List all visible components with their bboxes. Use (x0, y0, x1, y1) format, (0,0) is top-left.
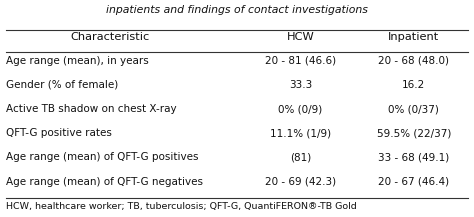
Text: 0% (0/37): 0% (0/37) (388, 104, 439, 114)
Text: 20 - 67 (46.4): 20 - 67 (46.4) (378, 177, 449, 187)
Text: Age range (mean), in years: Age range (mean), in years (6, 56, 149, 66)
Text: HCW: HCW (287, 33, 314, 43)
Text: Inpatient: Inpatient (388, 33, 439, 43)
Text: Characteristic: Characteristic (70, 33, 149, 43)
Text: Gender (% of female): Gender (% of female) (6, 80, 118, 90)
Text: HCW, healthcare worker; TB, tuberculosis; QFT-G, QuantiFERON®-TB Gold: HCW, healthcare worker; TB, tuberculosis… (6, 202, 357, 211)
Text: 11.1% (1/9): 11.1% (1/9) (270, 128, 331, 138)
Text: 33 - 68 (49.1): 33 - 68 (49.1) (378, 152, 449, 162)
Text: (81): (81) (290, 152, 311, 162)
Text: 59.5% (22/37): 59.5% (22/37) (376, 128, 451, 138)
Text: inpatients and findings of contact investigations: inpatients and findings of contact inves… (106, 5, 368, 15)
Text: 20 - 68 (48.0): 20 - 68 (48.0) (378, 56, 449, 66)
Text: Age range (mean) of QFT-G negatives: Age range (mean) of QFT-G negatives (6, 177, 203, 187)
Text: Active TB shadow on chest X-ray: Active TB shadow on chest X-ray (6, 104, 177, 114)
Text: Age range (mean) of QFT-G positives: Age range (mean) of QFT-G positives (6, 152, 199, 162)
Text: 16.2: 16.2 (402, 80, 425, 90)
Text: 20 - 81 (46.6): 20 - 81 (46.6) (265, 56, 336, 66)
Text: 20 - 69 (42.3): 20 - 69 (42.3) (265, 177, 336, 187)
Text: 0% (0/9): 0% (0/9) (279, 104, 323, 114)
Text: 33.3: 33.3 (289, 80, 312, 90)
Text: QFT-G positive rates: QFT-G positive rates (6, 128, 112, 138)
